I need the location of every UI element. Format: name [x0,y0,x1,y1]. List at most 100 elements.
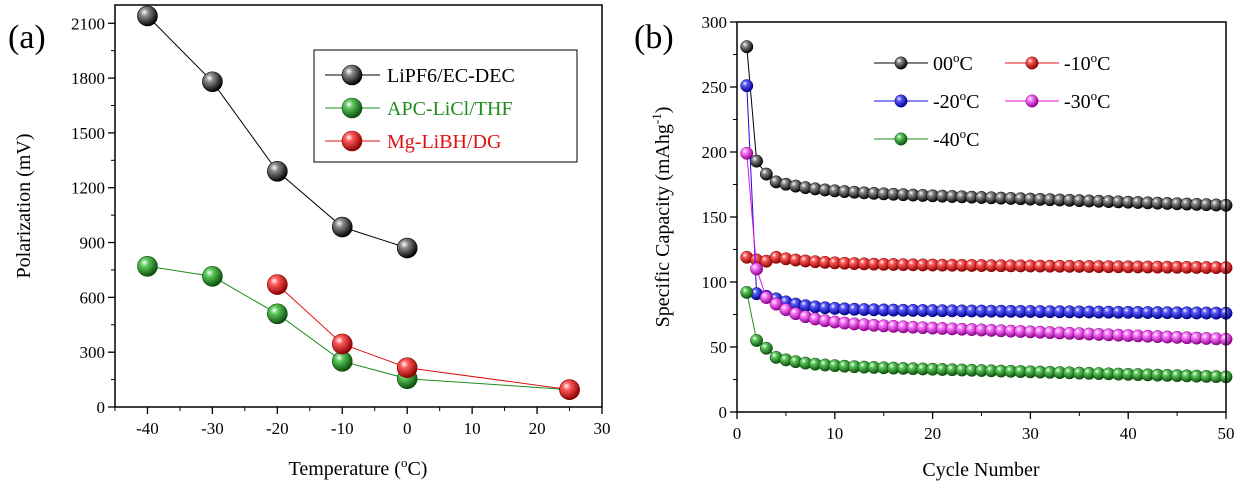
x-tick-label-a-4: 0 [403,419,412,438]
data-point-b-3-0 [740,146,754,160]
y-tick-label-b-3: 150 [702,208,728,227]
legend-label-a-1: APC-LiCl/THF [387,98,513,120]
legend-label-b-2-main: -20 [933,91,960,113]
x-axis-b: 0 10 20 30 40 50 [733,412,1235,443]
data-point-a-0-0 [137,5,158,27]
y-axis-a: 0 300 600 900 1200 1500 1800 2100 [71,14,115,417]
legend-label-b-1-degree: o [1091,50,1098,65]
plot-area-a [137,5,580,400]
data-point-a-0-2 [267,160,288,182]
y-tick-label-b-5: 250 [702,78,728,97]
y-tick-label-a-6: 1800 [71,69,105,88]
x-axis-label-a-main: Temperature ( [289,458,402,480]
y-tick-label-a-4: 1200 [71,179,105,198]
chart-panel-b: (b) 0 10 20 30 40 50 0 50 100 150 200 250 300 Cycle… [634,13,1235,481]
legend-label-b-2-tail: C [966,91,979,113]
x-tick-label-b-1: 10 [826,424,843,443]
legend-label-b-1-tail: C [1097,53,1110,75]
x-tick-label-a-5: 10 [464,419,481,438]
x-tick-label-b-4: 40 [1120,424,1137,443]
data-point-a-0-1 [202,71,223,93]
y-tick-label-a-2: 600 [80,288,106,307]
legend-label-a-2: Mg-LiBH/DG [387,131,501,153]
data-point-b-2-0 [740,79,754,93]
y-axis-label-b-main: Specific Capacity (mAhg [652,124,674,327]
y-axis-label-a: Polarization (mV) [13,134,35,279]
data-point-a-1-2 [267,303,288,325]
x-tick-label-b-5: 50 [1218,424,1235,443]
legend-label-b-0-main: 00 [933,53,953,75]
data-point-a-2-0 [267,274,288,295]
legend-label-b-4: -40oC [933,126,980,151]
data-point-b-3-2 [759,291,773,305]
y-tick-label-b-0: 0 [719,403,728,422]
legend-label-b-3: -30oC [1064,88,1111,113]
x-tick-label-a-6: 20 [529,419,546,438]
legend-marker-b-1 [1025,56,1039,70]
data-point-b-0-2 [759,167,773,181]
x-axis-label-a-tail: C) [407,458,427,480]
y-tick-label-a-3: 900 [80,234,106,253]
legend-items-a: LiPF6/EC-DEC APC-LiCl/THF Mg-LiBH/DG [325,64,515,153]
legend-label-b-0: 00oC [933,50,973,75]
data-point-a-1-0 [137,255,158,277]
legend-marker-b-4 [894,132,908,146]
panel-label-b: (b) [634,19,674,56]
series-line-a-1 [147,265,570,391]
x-tick-label-b-3: 30 [1022,424,1039,443]
legend-label-b-1-main: -10 [1064,53,1091,75]
y-tick-label-b-4: 200 [702,143,728,162]
data-point-a-2-3 [559,379,580,400]
y-tick-label-b-1: 50 [710,338,727,357]
legend-label-b-3-tail: C [1097,91,1110,113]
legend-label-b-3-degree: o [1091,88,1098,103]
data-point-b-3-1 [750,262,764,276]
legend-label-b-2-degree: o [960,88,967,103]
x-tick-label-a-0: -40 [136,419,159,438]
legend-label-b-3-main: -30 [1064,91,1091,113]
x-tick-label-a-7: 30 [594,419,611,438]
x-tick-label-b-0: 0 [733,424,742,443]
legend-marker-a-2 [341,130,363,152]
x-axis-label-b: Cycle Number [922,459,1040,481]
data-point-a-2-1 [331,333,353,355]
chart-panel-a: (a) -40 -30 -20 -10 0 10 20 30 0 300 600 900 1200 15… [8,4,611,480]
legend-label-b-4-tail: C [966,129,979,151]
series-line-b-0 [746,46,1227,206]
y-axis-b: 0 50 100 150 200 250 300 [702,13,737,422]
data-point-a-1-1 [202,266,223,287]
x-tick-label-a-1: -30 [201,419,224,438]
y-tick-label-a-0: 0 [97,398,106,417]
legend-marker-a-0 [341,64,363,86]
legend-label-b-0-degree: o [953,50,960,65]
plot-frame-b [736,21,1227,413]
y-tick-label-a-1: 300 [80,343,106,362]
y-tick-label-b-6: 300 [702,13,728,32]
panel-label-a: (a) [8,19,46,56]
data-point-a-0-3 [331,216,353,238]
plot-area-b [740,40,1233,384]
y-tick-label-a-7: 2100 [71,14,105,33]
plot-frame-a [114,4,603,408]
legend-label-a-0: LiPF6/EC-DEC [387,65,515,87]
legend-marker-b-0 [894,56,908,70]
legend-label-b-4-main: -40 [933,129,960,151]
data-point-a-1-3 [331,351,353,372]
legend-marker-a-1 [341,97,363,119]
legend-marker-b-2 [894,94,908,108]
x-tick-label-a-3: -10 [331,419,354,438]
legend-label-b-0-tail: C [960,53,973,75]
legend-label-b-4-degree: o [960,126,967,141]
data-point-b-4-1 [750,334,764,347]
data-point-b-0-0 [740,40,754,54]
legend-marker-b-3 [1025,94,1039,108]
data-point-a-2-2 [396,357,418,379]
x-tick-label-a-2: -20 [266,419,289,438]
x-tick-label-b-2: 20 [924,424,941,443]
data-point-b-4-2 [759,341,773,355]
y-axis-label-b-sup: -1 [649,113,664,124]
x-axis-label-a-degree: o [401,455,408,470]
legend-label-b-2: -20oC [933,88,980,113]
y-tick-label-a-5: 1500 [71,124,105,143]
